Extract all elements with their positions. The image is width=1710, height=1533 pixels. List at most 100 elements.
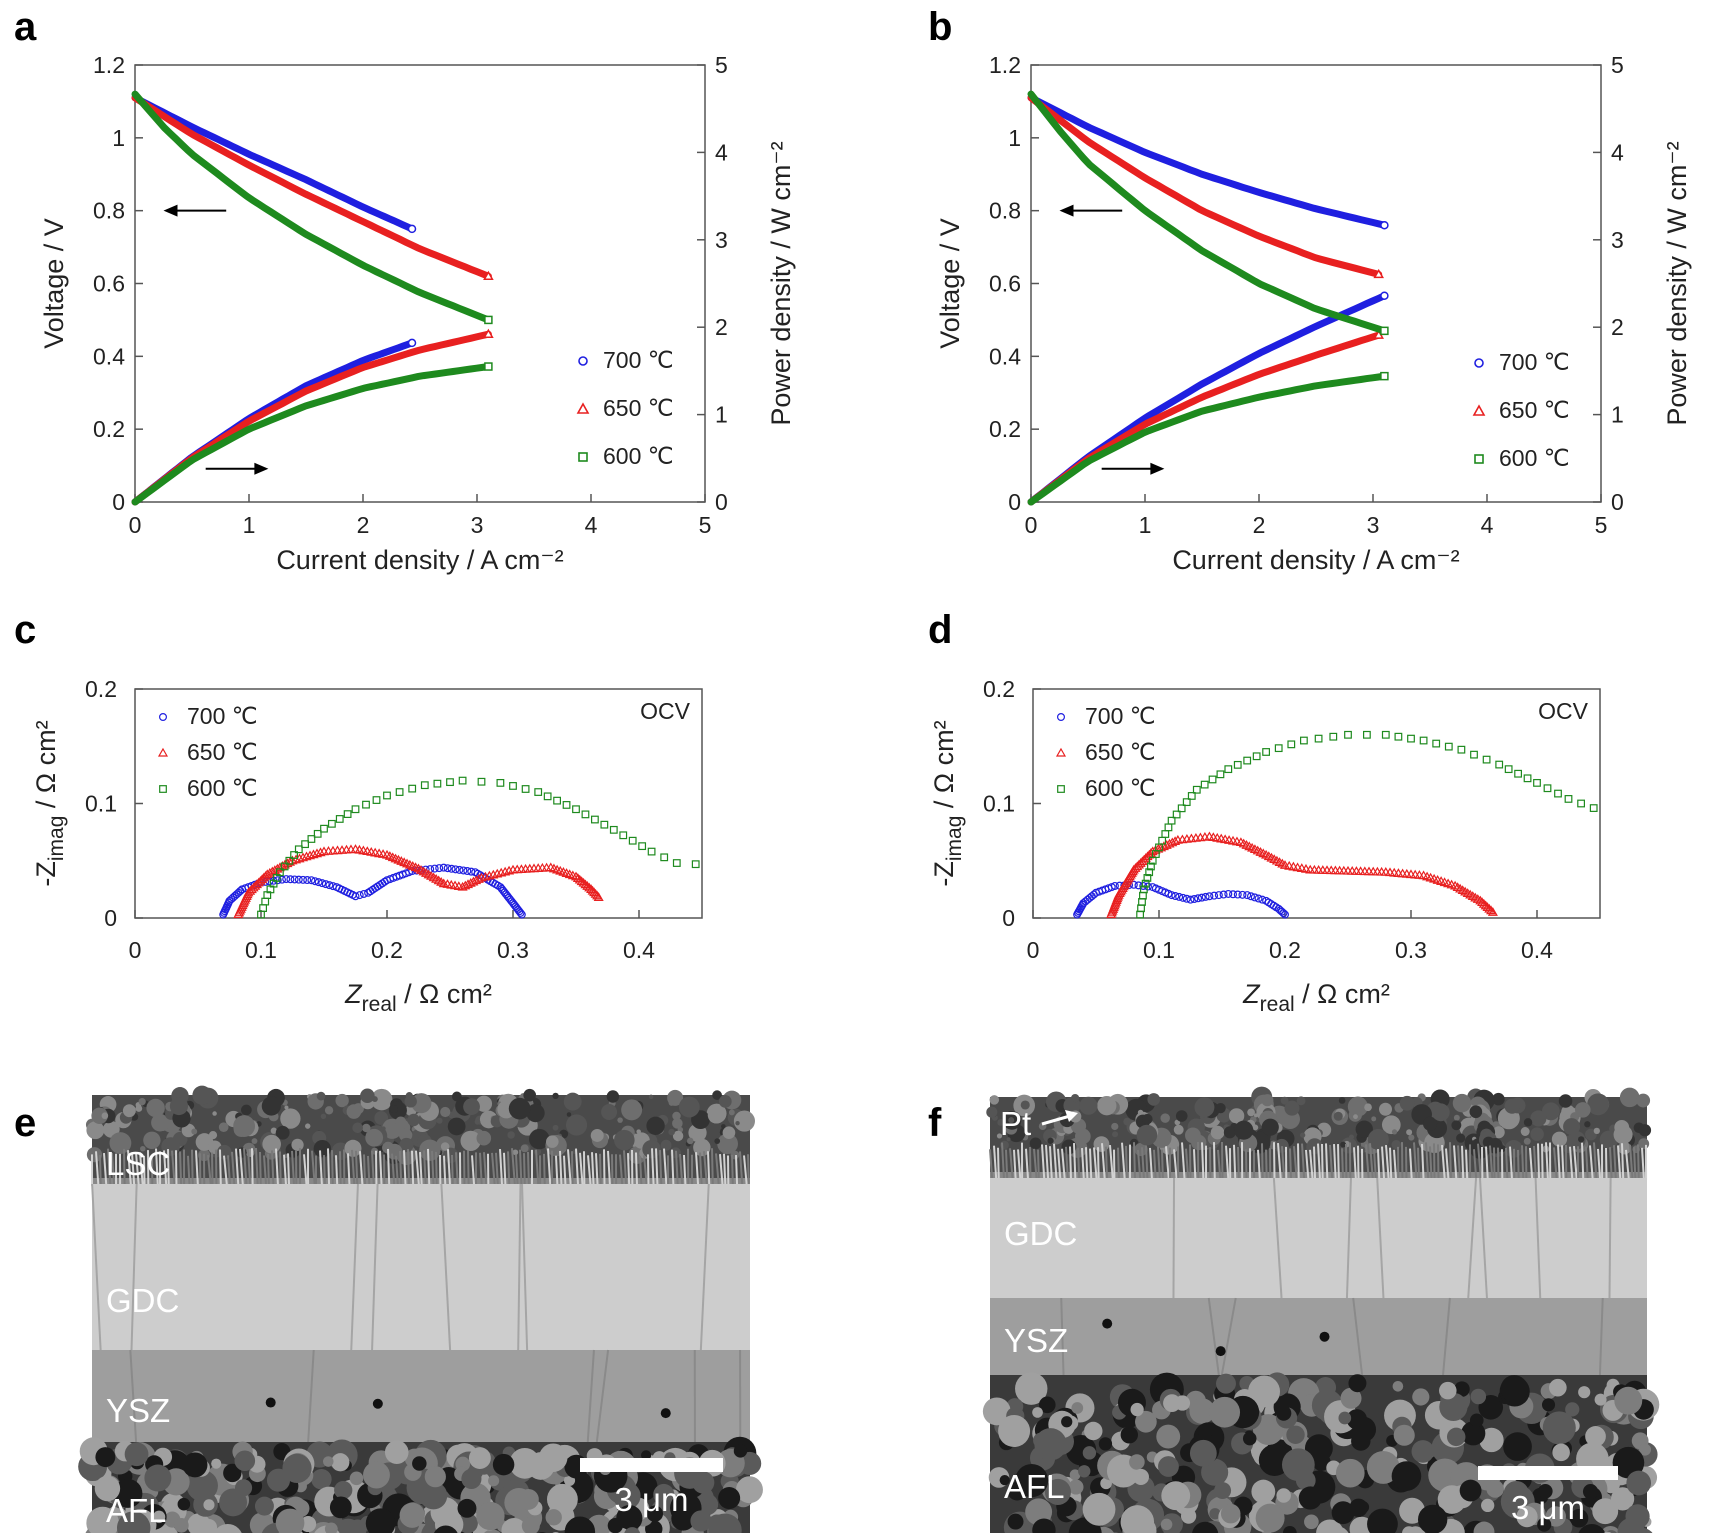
- cathode-grain: [476, 1130, 492, 1146]
- pt-arrow: [1041, 1114, 1071, 1126]
- columnar-fiber: [1637, 1144, 1640, 1181]
- cathode-grain: [1210, 1125, 1225, 1140]
- anode-grain: [1015, 1372, 1048, 1405]
- columnar-fiber: [655, 1148, 659, 1187]
- layer-label-afl: AFL: [1004, 1468, 1065, 1505]
- columnar-fiber: [683, 1154, 687, 1187]
- cathode-grain: [730, 1102, 737, 1109]
- columnar-fiber: [1061, 1148, 1066, 1181]
- cathode-grain: [109, 1132, 132, 1154]
- columnar-fiber: [1381, 1146, 1386, 1181]
- anode-grain: [1625, 1504, 1650, 1529]
- pt-arrow-head: [1065, 1110, 1078, 1122]
- columnar-fiber: [575, 1148, 580, 1187]
- columnar-fiber: [997, 1147, 1000, 1181]
- data-point-700: [439, 863, 448, 872]
- anode-grain: [1392, 1380, 1404, 1392]
- cathode-grain: [546, 1135, 559, 1148]
- data-point-700: [1280, 910, 1289, 919]
- columnar-fiber: [1517, 1149, 1520, 1181]
- columnar-fiber: [1385, 1144, 1390, 1181]
- columnar-fiber: [143, 1155, 146, 1187]
- grain-boundary: [1478, 1177, 1488, 1299]
- data-point-700: [435, 864, 444, 873]
- anode-grain: [624, 1527, 641, 1533]
- power-curve-650: [131, 330, 492, 506]
- y-tick-label: 0.2: [85, 676, 117, 702]
- y-axis-label-sub: imag: [943, 816, 966, 862]
- grain-boundary: [440, 1183, 452, 1351]
- data-point-600: [1139, 885, 1148, 894]
- columnar-fiber: [399, 1150, 403, 1187]
- data-point-700: [278, 875, 287, 884]
- cathode-grain: [523, 1088, 537, 1102]
- anode-grain: [1612, 1446, 1645, 1479]
- anode-grain: [1331, 1501, 1355, 1525]
- cathode-grain: [460, 1130, 481, 1152]
- anode-grain: [1120, 1505, 1155, 1533]
- columnar-fiber: [1037, 1149, 1040, 1181]
- anode-grain: [1542, 1411, 1576, 1445]
- columnar-fiber: [435, 1151, 438, 1187]
- pore: [372, 1398, 383, 1409]
- gdc-layer: [92, 1184, 750, 1350]
- anode-grain: [182, 1452, 208, 1478]
- columnar-fiber: [627, 1153, 631, 1187]
- data-point-700: [314, 878, 323, 887]
- anode-grain: [349, 1471, 364, 1486]
- cathode-grain: [1406, 1129, 1413, 1136]
- cathode-grain: [91, 1107, 108, 1125]
- anode-grain: [1189, 1439, 1217, 1467]
- columnar-fiber: [723, 1153, 727, 1187]
- cathode-grain: [218, 1122, 229, 1133]
- cathode-grain: [512, 1149, 519, 1156]
- data-point-700: [286, 875, 295, 884]
- y-tick-label: 1.2: [93, 52, 125, 78]
- data-point-600: [1504, 765, 1513, 774]
- cathode-grain: [1347, 1096, 1368, 1117]
- data-point-650: [580, 879, 591, 889]
- columnar-fiber: [1165, 1146, 1170, 1181]
- data-point-700: [1182, 894, 1191, 903]
- columnar-fiber: [1141, 1147, 1146, 1181]
- voltage-curve-700: [1027, 94, 1388, 229]
- columnar-fiber: [1541, 1143, 1544, 1181]
- x-tick-label: 1: [243, 512, 256, 538]
- cathode-grain: [1228, 1108, 1245, 1124]
- data-point-600: [446, 778, 454, 787]
- cathode-grain: [1348, 1134, 1354, 1140]
- columnar-fiber: [1105, 1146, 1109, 1181]
- data-point-700: [318, 879, 327, 888]
- cathode-grain: [1408, 1134, 1415, 1141]
- grain-boundary: [350, 1183, 359, 1351]
- columnar-fiber: [163, 1150, 168, 1187]
- anode-grain: [1209, 1508, 1221, 1520]
- anode-grain: [234, 1450, 256, 1472]
- columnar-fiber: [743, 1155, 748, 1187]
- legend-marker-600: [578, 452, 588, 462]
- data-point-700: [1224, 889, 1233, 898]
- columnar-fiber: [1265, 1149, 1268, 1181]
- anode-grain: [547, 1483, 578, 1515]
- data-point-650: [1487, 907, 1498, 916]
- data-point-600: [1243, 756, 1252, 765]
- columnar-fiber: [431, 1150, 435, 1187]
- data-point-700: [443, 864, 452, 873]
- anode-grain: [1082, 1446, 1097, 1460]
- data-point-600: [327, 819, 336, 828]
- columnar-fiber: [1225, 1145, 1230, 1181]
- y-tick-label: 1.2: [989, 52, 1021, 78]
- columnar-fiber: [619, 1154, 624, 1187]
- grain-boundary: [517, 1183, 522, 1351]
- columnar-fiber: [111, 1153, 116, 1187]
- cathode-grain: [1567, 1131, 1586, 1150]
- columnar-fiber: [379, 1150, 383, 1187]
- columnar-fiber: [1193, 1149, 1197, 1181]
- cathode-grain: [590, 1128, 604, 1142]
- y-tick-label: 1: [112, 125, 125, 151]
- panel-label-f: f: [928, 1101, 942, 1145]
- anode-grain: [1338, 1411, 1352, 1425]
- anode-grain: [116, 1511, 151, 1533]
- columnar-fiber: [1133, 1142, 1137, 1181]
- columnar-fiber: [1393, 1149, 1398, 1181]
